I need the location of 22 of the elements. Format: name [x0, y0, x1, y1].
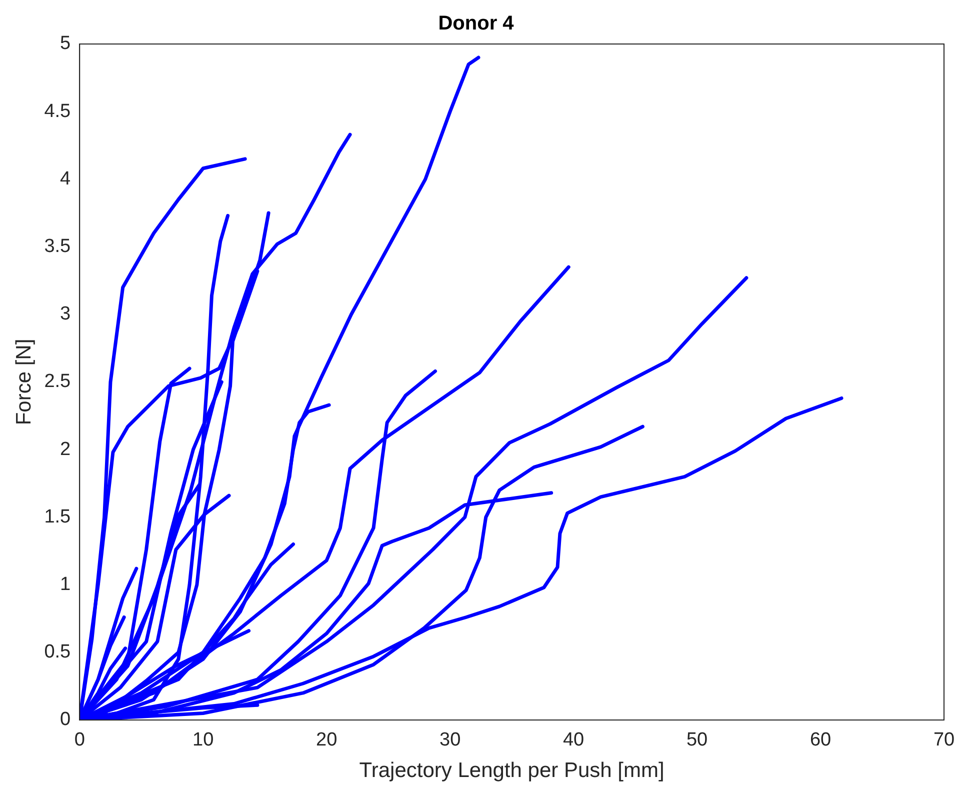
x-tick-label: 40 [562, 730, 584, 751]
y-tick-label: 2 [60, 438, 71, 460]
y-axis-title: Force [N] [12, 338, 36, 426]
y-tick-label: 3 [60, 304, 71, 325]
x-tick-label: 10 [192, 730, 214, 751]
x-tick-label: 60 [810, 730, 832, 751]
y-tick-label: 4.5 [44, 100, 71, 122]
x-axis-title: Trajectory Length per Push [mm] [359, 759, 664, 782]
x-tick-label: 30 [439, 730, 461, 751]
chart-title: Donor 4 [438, 12, 515, 35]
x-tick-label: 0 [74, 730, 85, 751]
x-tick-label: 70 [933, 730, 955, 751]
y-tick-label: 1 [60, 574, 71, 596]
y-tick-label: 5 [60, 33, 71, 54]
y-tick-label: 4 [60, 168, 72, 190]
x-tick-label: 50 [686, 730, 708, 751]
y-tick-label: 1.5 [44, 506, 71, 528]
y-tick-label: 3.5 [44, 236, 71, 258]
y-tick-label: 2.5 [44, 371, 71, 392]
y-tick-label: 0 [60, 709, 71, 730]
y-tick-label: 0.5 [44, 642, 71, 663]
x-tick-label: 20 [316, 730, 338, 751]
